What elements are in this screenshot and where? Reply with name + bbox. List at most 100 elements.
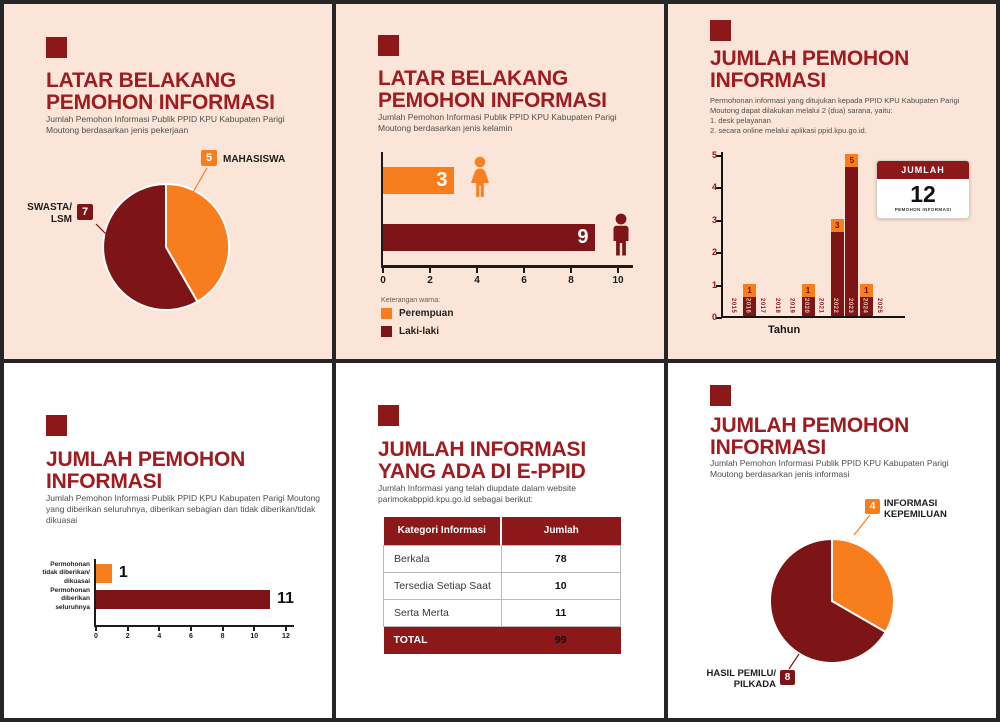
x-tick-mark — [476, 268, 478, 273]
y-tick-mark — [716, 187, 722, 190]
x-tick-mark — [429, 268, 431, 273]
female-icon — [470, 156, 489, 197]
table-cell-jumlah: 10 — [500, 571, 622, 600]
pie-slice-swasta-lsm — [102, 183, 199, 311]
total-label: TOTAL — [383, 626, 502, 654]
panel-latar-belakang-kelamin: LATAR BELAKANG PEMOHON INFORMASI Jumlah … — [336, 4, 664, 359]
x-tick-label: 10 — [250, 633, 259, 640]
category-label-diberikan-seluruhnya: Permohonan diberikan seluruhnya — [50, 587, 90, 611]
table-header-jumlah: Jumlah — [500, 517, 621, 545]
year-tick-label: 2023 — [846, 297, 853, 313]
y-tick-label: 5 — [711, 150, 717, 160]
year-tick-label: 2020 — [803, 297, 809, 313]
corner-square — [378, 35, 399, 56]
corner-square — [710, 385, 731, 406]
panel-title: JUMLAH PEMOHON INFORMASI — [710, 414, 910, 460]
category-label-tidak-diberikan: Permohonan tidak diberikan/ dikuasai — [42, 561, 90, 585]
bar-tidak-diberikan — [96, 564, 112, 583]
bar-value-cap: 1 — [743, 283, 757, 297]
year-bar-2024: 1 — [859, 283, 873, 316]
panel-jumlah-informasi-eppid: JUMLAH INFORMASI YANG ADA DI E-PPID Juml… — [336, 363, 664, 718]
y-tick-label: 3 — [711, 214, 717, 225]
panel-latar-belakang-pekerjaan: LATAR BELAKANG PEMOHON INFORMASI Jumlah … — [4, 4, 332, 359]
y-tick-mark — [716, 284, 722, 287]
corner-square — [378, 405, 399, 426]
bar-diberikan-seluruhnya — [96, 590, 271, 609]
leader-line — [95, 223, 112, 240]
x-axis-label: Tahun — [768, 324, 801, 336]
panel-subtitle: Permohonan informasi yang ditujukan kepa… — [710, 96, 960, 135]
panel-subtitle: Jumlah Pemohon Informasi Publik PPID KPU… — [378, 112, 617, 134]
y-tick-label: 1 — [711, 279, 717, 290]
total-badge-header: JUMLAH — [877, 161, 969, 179]
x-tick-mark — [382, 268, 384, 273]
value-badge-informasi-kepemiluan: 4 — [865, 499, 880, 514]
pie-slice-informasi-kepemiluan — [831, 538, 896, 633]
panel-jumlah-pemohon-per-tahun: JUMLAH PEMOHON INFORMASI Permohonan info… — [668, 4, 996, 359]
x-tick-label: 2 — [427, 275, 433, 286]
x-tick-mark — [523, 268, 525, 273]
x-tick-label: 0 — [380, 275, 386, 286]
outcome-bar-chart: Permohonan tidak diberikan/ dikuasai 1 P… — [42, 559, 294, 640]
x-tick-mark — [570, 268, 572, 273]
x-tick-label: 10 — [612, 275, 624, 286]
year-tick-label: 2021 — [817, 297, 824, 313]
bar-value-cap: 1 — [859, 283, 873, 297]
x-tick-label: 4 — [157, 633, 162, 640]
panel-jumlah-pemohon-jenis-informasi: JUMLAH PEMOHON INFORMASI Jumlah Pemohon … — [668, 363, 996, 718]
table-body: Berkala 78 Tersedia Setiap Saat 10 Serta Mer… — [383, 544, 622, 627]
table-cell-kategori: Serta Merta — [383, 598, 502, 627]
table-header-row: Kategori Informasi Jumlah — [383, 517, 621, 545]
panel-jumlah-pemohon-outcome: JUMLAH PEMOHON INFORMASI Jumlah Pemohon … — [4, 363, 332, 718]
slice-label-informasi-kepemiluan: INFORMASI KEPEMILUAN — [884, 498, 947, 521]
slice-label-swasta-lsm: SWASTA/ LSM — [27, 202, 72, 225]
year-bar-2022: 3 — [830, 218, 844, 316]
year-tick-label: 2019 — [788, 297, 795, 313]
year-tick-label: 2024 — [861, 297, 868, 313]
panel-subtitle: Jumlah Pemohon Informasi Publik PPID KPU… — [46, 493, 321, 526]
y-tick-label: 2 — [711, 247, 717, 258]
legend-swatch-orange — [381, 308, 392, 319]
legend-label: Perempuan — [399, 308, 454, 319]
panel-title: LATAR BELAKANG PEMOHON INFORMASI — [378, 67, 607, 113]
pie-slice-hasil-pemilu-pilkada — [769, 538, 887, 664]
table-row: Berkala 78 — [383, 544, 622, 573]
x-tick-label: 6 — [189, 633, 193, 640]
year-bar-2023: 5 — [845, 154, 859, 316]
x-tick-mark — [284, 627, 287, 631]
informasi-table: Kategori Informasi Jumlah Berkala 78 Terse… — [383, 517, 622, 654]
bar-value-label: 1 — [118, 564, 128, 581]
leader-line — [788, 653, 800, 670]
table-cell-kategori: Berkala — [383, 544, 502, 573]
x-tick-mark — [221, 627, 224, 631]
x-tick-label: 8 — [220, 633, 225, 640]
panel-title: LATAR BELAKANG PEMOHON INFORMASI — [46, 69, 275, 115]
panel-subtitle: Jumlah Informasi yang telah diupdate dal… — [378, 483, 576, 505]
y-tick-label: 0 — [711, 312, 717, 322]
x-tick-label: 6 — [521, 275, 527, 286]
x-tick-label: 2 — [125, 633, 130, 640]
total-badge-number: 12 — [910, 181, 936, 207]
x-tick-mark — [617, 268, 619, 273]
y-tick-mark — [716, 155, 722, 157]
x-tick-mark — [189, 627, 192, 631]
legend-label: Laki-laki — [399, 326, 440, 337]
bar-laki-laki: 9 — [383, 224, 595, 251]
bar-value-cap: 3 — [830, 218, 844, 232]
total-badge-card: JUMLAH 12 PEMOHON INFORMASI — [876, 160, 970, 219]
year-tick-label: 2016 — [744, 297, 751, 313]
panel-title: JUMLAH INFORMASI YANG ADA DI E-PPID — [378, 438, 586, 484]
panel-title: JUMLAH PEMOHON INFORMASI — [710, 47, 910, 93]
x-tick-label: 0 — [94, 633, 98, 640]
y-tick-mark — [716, 252, 722, 255]
legend-item-laki-laki: Laki-laki — [381, 326, 439, 337]
table-cell-jumlah: 11 — [500, 598, 622, 627]
x-tick-mark — [158, 627, 161, 631]
year-tick-label: 2022 — [832, 297, 839, 313]
x-tick-label: 4 — [474, 275, 480, 286]
x-tick-label: 8 — [568, 275, 574, 286]
year-tick-label: 2015 — [730, 297, 736, 313]
table-row: Serta Merta 11 — [383, 598, 622, 627]
x-tick-mark — [253, 627, 256, 631]
legend-item-perempuan: Perempuan — [381, 308, 453, 319]
